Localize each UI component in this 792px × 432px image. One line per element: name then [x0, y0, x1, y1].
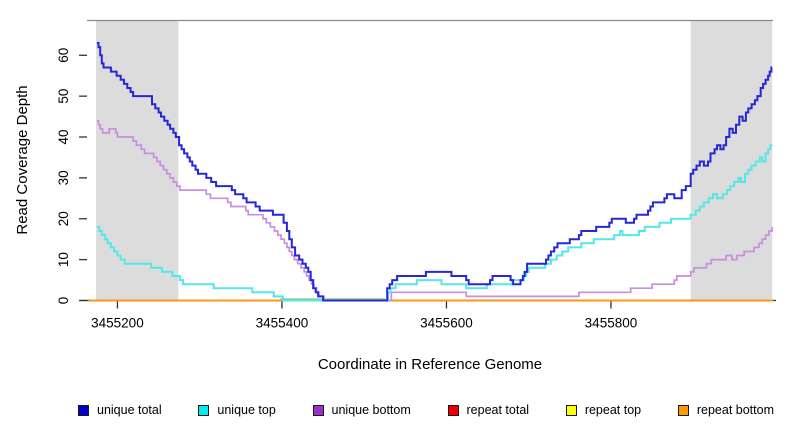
x-axis-title: Coordinate in Reference Genome [318, 356, 542, 373]
series-line-unique-bottom [96, 119, 774, 302]
legend-item-repeat-top: repeat top [565, 403, 642, 417]
repeat-total-swatch-icon [447, 404, 459, 416]
x-tick-label: 3455800 [585, 316, 638, 331]
legend-item-repeat-total: repeat total [447, 403, 530, 417]
legend-item-unique-top: unique top [198, 403, 276, 417]
legend: unique total unique top unique bottom re… [78, 399, 774, 421]
y-axis-title: Read Coverage Depth [14, 85, 31, 234]
y-tick-label: 50 [56, 89, 71, 104]
series-line-unique-top [96, 144, 773, 302]
legend-label: repeat bottom [696, 403, 774, 417]
y-tick-label: 60 [56, 48, 71, 63]
unique-total-swatch-icon [78, 404, 89, 416]
unique-bottom-swatch-icon [312, 404, 324, 416]
legend-label: repeat top [584, 403, 642, 417]
series-lines [88, 42, 774, 302]
x-tick-label: 3455400 [256, 316, 309, 331]
legend-item-unique-total: unique total [78, 403, 162, 417]
repeat-top-swatch-icon [565, 404, 577, 416]
y-tick-label: 30 [56, 170, 71, 185]
y-tick-label: 0 [56, 297, 71, 305]
legend-item-repeat-bottom: repeat bottom [677, 403, 774, 417]
y-tick-label: 20 [56, 211, 71, 226]
axis-ticks: 3455200 3455400 3455600 3455800 0 10 20 30 40 50 6… [56, 48, 637, 331]
series-line-unique-total [96, 42, 773, 302]
legend-item-unique-bottom: unique bottom [312, 403, 411, 417]
legend-label: unique total [97, 403, 162, 417]
shaded-band [96, 20, 179, 302]
x-tick-label: 3455200 [91, 316, 144, 331]
legend-label: unique bottom [331, 403, 411, 417]
coverage-plot: 3455200 3455400 3455600 3455800 0 10 20 30 40 50 6… [14, 19, 776, 373]
y-tick-label: 10 [56, 252, 71, 267]
x-tick-label: 3455600 [420, 316, 473, 331]
legend-label: unique top [217, 403, 276, 417]
shaded-regions [96, 20, 773, 302]
repeat-bottom-swatch-icon [677, 404, 689, 416]
legend-label: repeat total [466, 403, 530, 417]
unique-top-swatch-icon [198, 404, 210, 416]
y-tick-label: 40 [56, 129, 71, 144]
